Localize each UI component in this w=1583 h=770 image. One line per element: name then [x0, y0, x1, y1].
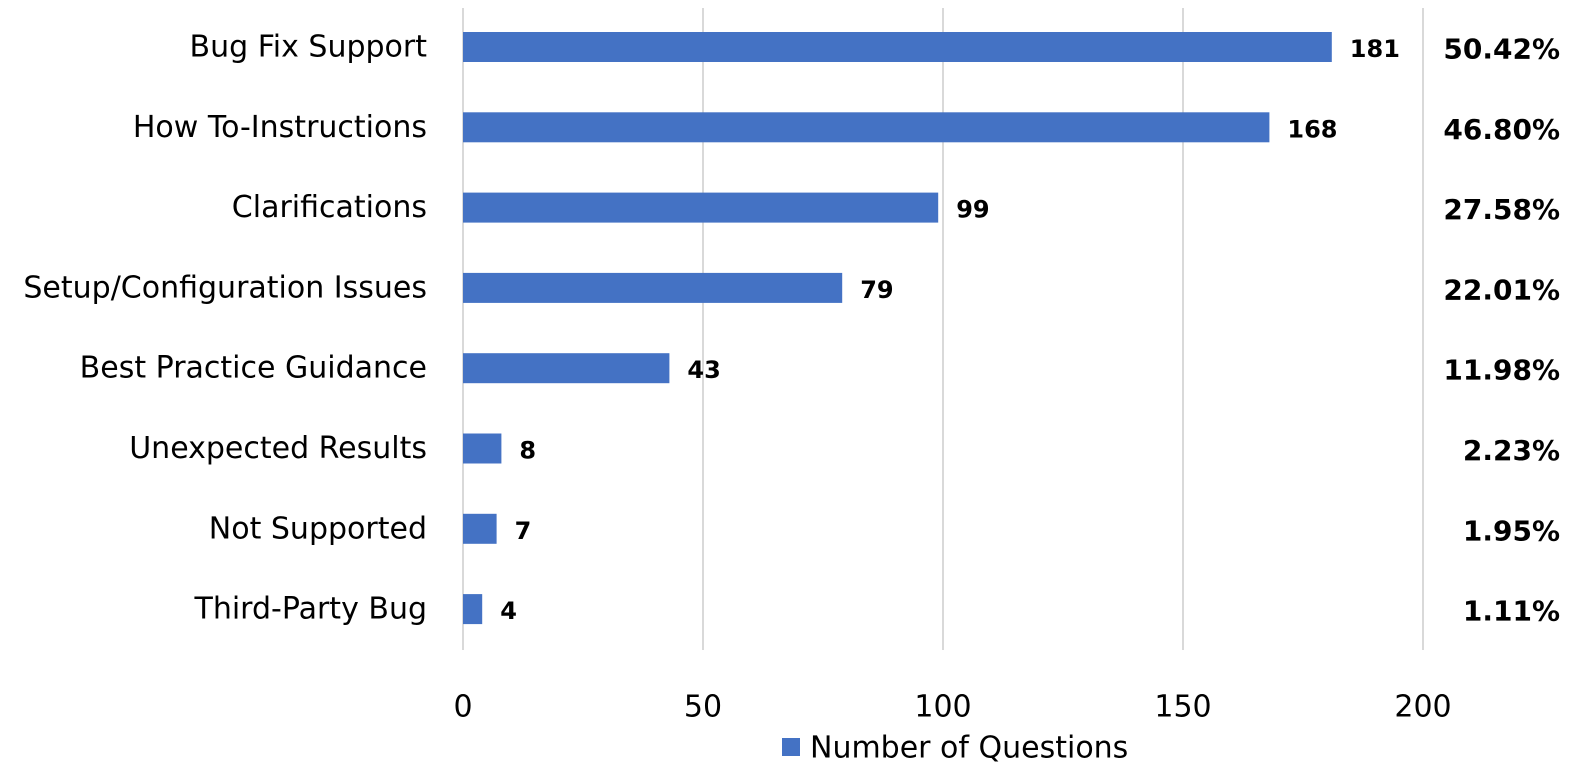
value-label: 79	[860, 276, 893, 304]
percentage-label: 1.11%	[1463, 595, 1560, 628]
x-tick-label: 200	[1394, 690, 1451, 725]
x-tick-label: 100	[914, 690, 971, 725]
value-label: 7	[515, 517, 532, 545]
bar	[463, 594, 483, 625]
value-label: 168	[1287, 115, 1337, 143]
percentage-label: 50.42%	[1443, 33, 1560, 66]
percentage-label: 27.58%	[1443, 193, 1560, 226]
value-label: 8	[519, 437, 536, 465]
bar	[463, 32, 1332, 62]
bar	[463, 272, 843, 303]
percentage-label: 11.98%	[1443, 354, 1560, 387]
category-label: Unexpected Results	[129, 431, 427, 466]
percentage-label: 22.01%	[1443, 273, 1560, 306]
x-tick-label: 150	[1154, 690, 1211, 725]
value-label: 181	[1350, 35, 1400, 63]
category-labels: Bug Fix Support How To-Instructions Clarif…	[23, 30, 427, 627]
gridlines	[462, 8, 1424, 650]
value-labels: 181 168 99 79 43 8 7 4	[500, 35, 1400, 625]
percentage-label: 46.80%	[1443, 113, 1560, 146]
bar	[463, 112, 1270, 143]
percentage-labels: 50.42% 46.80% 27.58% 22.01% 11.98% 2.23% 1.95%…	[1443, 33, 1560, 628]
x-tick-label: 50	[684, 690, 722, 725]
x-axis-tick-labels: 0 50 100 150 200	[453, 690, 1451, 725]
category-label: Not Supported	[209, 511, 427, 546]
legend-swatch	[782, 738, 800, 756]
category-label: Clarifications	[232, 190, 427, 225]
legend: Number of Questions	[782, 731, 1128, 766]
category-label: Third-Party Bug	[194, 592, 428, 627]
bar	[463, 433, 502, 464]
value-label: 43	[687, 356, 720, 384]
category-label: Best Practice Guidance	[80, 351, 427, 386]
category-label: Bug Fix Support	[190, 30, 428, 65]
bar	[463, 192, 939, 223]
category-label: How To-Instructions	[133, 110, 427, 145]
percentage-label: 1.95%	[1463, 514, 1560, 547]
bars	[463, 32, 1332, 625]
value-label: 4	[500, 597, 517, 625]
x-tick-label: 0	[453, 690, 472, 725]
legend-label: Number of Questions	[810, 731, 1128, 766]
bar	[463, 513, 497, 544]
bar	[463, 353, 670, 384]
percentage-label: 2.23%	[1463, 434, 1560, 467]
category-label: Setup/Configuration Issues	[23, 270, 427, 305]
value-label: 99	[956, 196, 989, 224]
